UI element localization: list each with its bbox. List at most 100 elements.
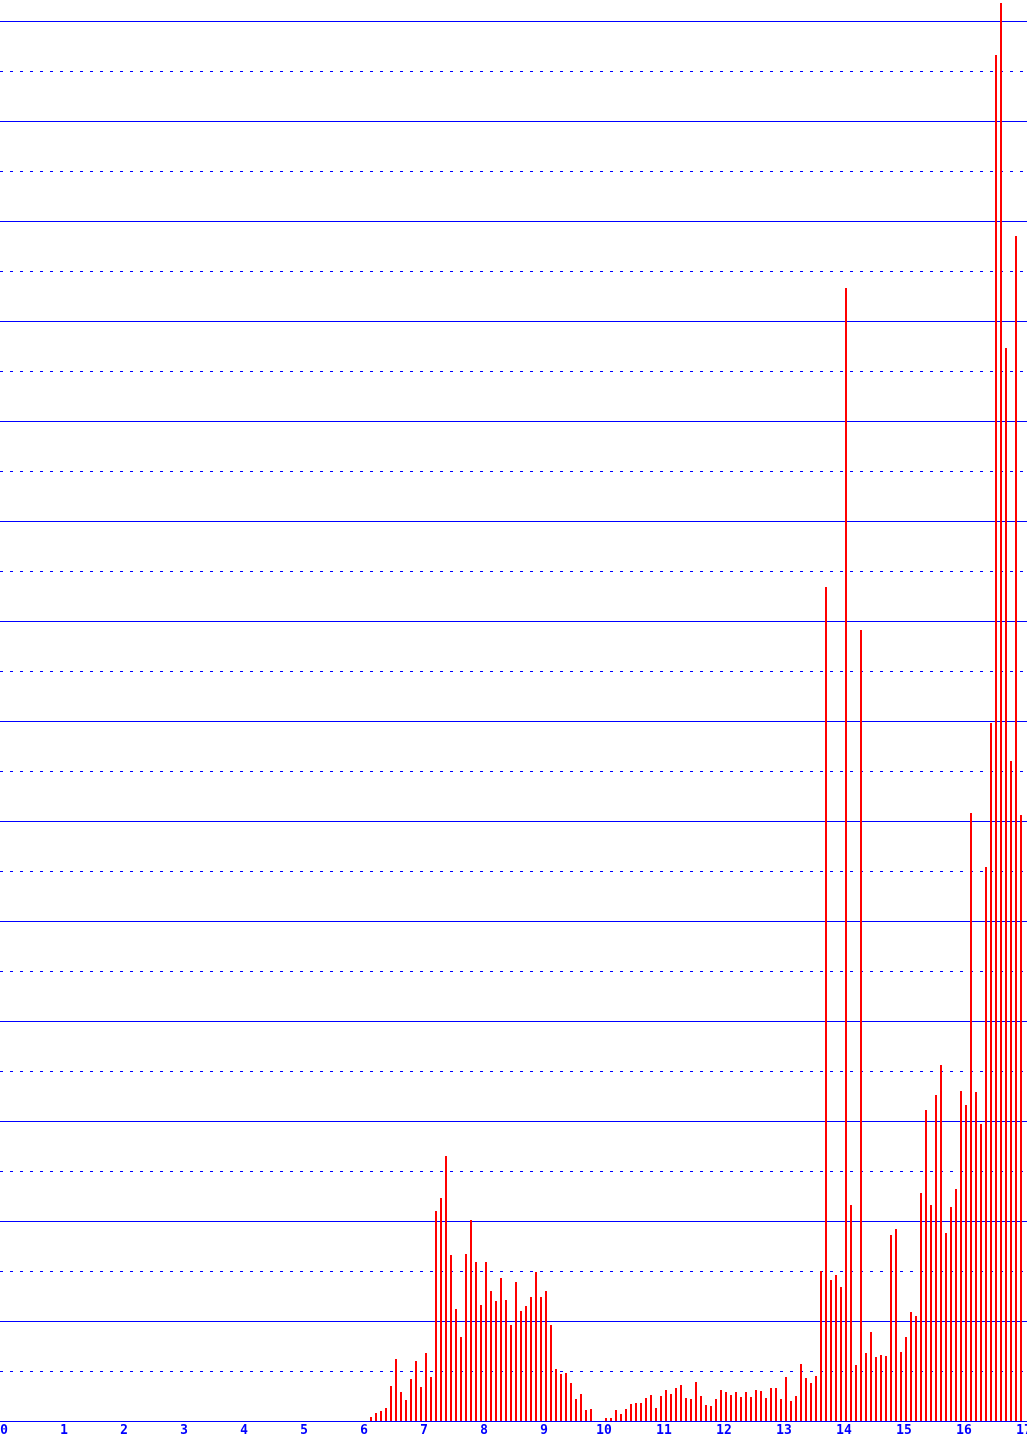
bar bbox=[385, 1408, 387, 1421]
bar bbox=[665, 1390, 667, 1421]
bar bbox=[645, 1398, 647, 1421]
bar bbox=[395, 1359, 397, 1421]
bar bbox=[485, 1262, 487, 1421]
bar bbox=[985, 867, 987, 1421]
bar bbox=[890, 1235, 892, 1421]
bar bbox=[570, 1383, 572, 1421]
bar bbox=[925, 1110, 927, 1421]
bar bbox=[810, 1383, 812, 1421]
bar bbox=[965, 1105, 967, 1421]
bar bbox=[850, 1205, 852, 1421]
bar bbox=[615, 1410, 617, 1421]
bar bbox=[440, 1198, 442, 1421]
x-tick-label: 2 bbox=[120, 1423, 128, 1438]
bar bbox=[565, 1373, 567, 1421]
bar bbox=[1015, 236, 1017, 1421]
bar bbox=[780, 1399, 782, 1421]
bar bbox=[800, 1364, 802, 1421]
bar bbox=[970, 813, 972, 1421]
bar bbox=[675, 1388, 677, 1421]
bar bbox=[690, 1399, 692, 1421]
bar bbox=[410, 1379, 412, 1421]
bar bbox=[1000, 3, 1002, 1421]
bar bbox=[640, 1403, 642, 1421]
bar bbox=[745, 1392, 747, 1421]
x-tick-label: 17 bbox=[1016, 1423, 1027, 1438]
bar bbox=[820, 1271, 822, 1421]
x-tick-label: 5 bbox=[300, 1423, 308, 1438]
bar bbox=[750, 1397, 752, 1421]
bar bbox=[380, 1411, 382, 1421]
bar bbox=[575, 1399, 577, 1421]
bar bbox=[735, 1392, 737, 1421]
bar bbox=[545, 1291, 547, 1421]
bar bbox=[785, 1377, 787, 1421]
bar bbox=[420, 1387, 422, 1421]
bar bbox=[405, 1400, 407, 1421]
bar bbox=[895, 1229, 897, 1421]
bar bbox=[950, 1207, 952, 1421]
bar bbox=[775, 1388, 777, 1421]
bar bbox=[975, 1092, 977, 1421]
bar bbox=[860, 630, 862, 1421]
bar bbox=[650, 1395, 652, 1421]
bar bbox=[560, 1374, 562, 1421]
bar bbox=[920, 1193, 922, 1421]
bar bbox=[655, 1408, 657, 1421]
bar bbox=[930, 1205, 932, 1421]
gridlines bbox=[0, 21, 1027, 1422]
x-tick-label: 12 bbox=[716, 1423, 732, 1438]
bar bbox=[715, 1399, 717, 1421]
bar bbox=[865, 1353, 867, 1421]
x-tick-label: 0 bbox=[0, 1423, 8, 1438]
bar bbox=[630, 1404, 632, 1421]
bar bbox=[725, 1392, 727, 1421]
bar bbox=[540, 1297, 542, 1421]
bar bbox=[900, 1352, 902, 1421]
bar bbox=[845, 288, 847, 1421]
x-tick-label: 15 bbox=[896, 1423, 912, 1438]
bar bbox=[635, 1403, 637, 1421]
x-tick-label: 6 bbox=[360, 1423, 368, 1438]
bar bbox=[685, 1398, 687, 1421]
x-tick-label: 16 bbox=[956, 1423, 972, 1438]
bar bbox=[375, 1413, 377, 1421]
bar bbox=[475, 1262, 477, 1421]
bar bbox=[525, 1306, 527, 1421]
bar bbox=[960, 1091, 962, 1421]
bar bbox=[1005, 348, 1007, 1421]
bar bbox=[470, 1220, 472, 1421]
bar bbox=[490, 1291, 492, 1421]
bar bbox=[995, 55, 997, 1421]
x-tick-label: 9 bbox=[540, 1423, 548, 1438]
bar bbox=[910, 1312, 912, 1421]
bar bbox=[730, 1395, 732, 1421]
bar bbox=[705, 1405, 707, 1421]
bar bbox=[580, 1394, 582, 1421]
bar bbox=[460, 1337, 462, 1421]
bar bbox=[530, 1297, 532, 1421]
bar bbox=[605, 1418, 607, 1421]
bar bbox=[465, 1254, 467, 1421]
bar bbox=[700, 1396, 702, 1421]
bar bbox=[535, 1272, 537, 1421]
x-tick-label: 3 bbox=[180, 1423, 188, 1438]
bar bbox=[625, 1409, 627, 1421]
bar bbox=[400, 1392, 402, 1421]
bar bbox=[935, 1095, 937, 1421]
bar bbox=[680, 1385, 682, 1421]
x-tick-label: 4 bbox=[240, 1423, 248, 1438]
bar bbox=[435, 1211, 437, 1421]
bar bbox=[455, 1309, 457, 1421]
bar bbox=[450, 1255, 452, 1421]
bar bbox=[790, 1401, 792, 1421]
bar bbox=[945, 1233, 947, 1421]
x-tick-labels: 01234567891011121314151617 bbox=[0, 1423, 1027, 1438]
bar bbox=[815, 1376, 817, 1421]
bar bbox=[755, 1390, 757, 1421]
bar bbox=[915, 1316, 917, 1421]
bar bbox=[550, 1325, 552, 1421]
bar bbox=[980, 1124, 982, 1421]
bars bbox=[370, 3, 1022, 1421]
